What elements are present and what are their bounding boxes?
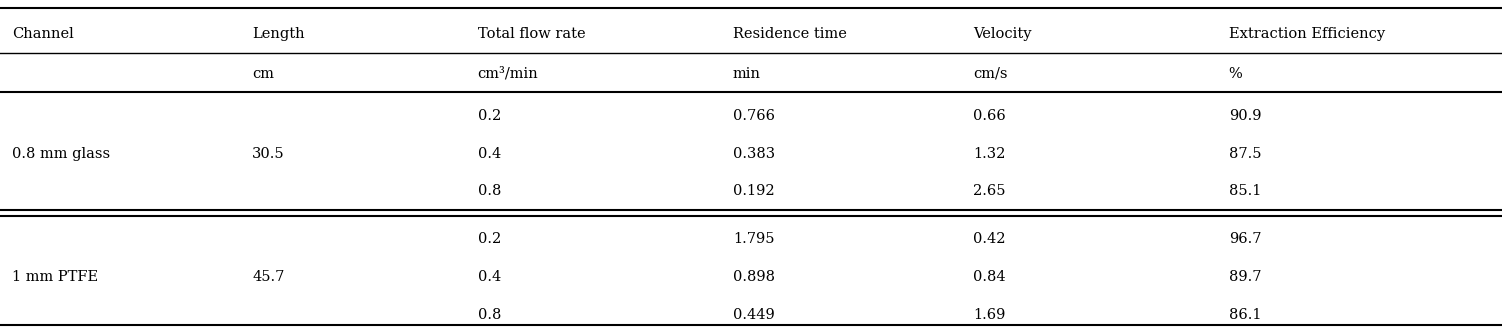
Text: 0.4: 0.4 xyxy=(478,270,500,284)
Text: Total flow rate: Total flow rate xyxy=(478,27,586,41)
Text: 0.66: 0.66 xyxy=(973,109,1006,123)
Text: 89.7: 89.7 xyxy=(1229,270,1262,284)
Text: 1.32: 1.32 xyxy=(973,147,1006,161)
Text: 1.795: 1.795 xyxy=(733,232,775,246)
Text: Channel: Channel xyxy=(12,27,74,41)
Text: 0.449: 0.449 xyxy=(733,308,775,321)
Text: Velocity: Velocity xyxy=(973,27,1032,41)
Text: cm/s: cm/s xyxy=(973,67,1008,80)
Text: 0.42: 0.42 xyxy=(973,232,1006,246)
Text: 0.8: 0.8 xyxy=(478,184,502,198)
Text: Length: Length xyxy=(252,27,305,41)
Text: 1 mm PTFE: 1 mm PTFE xyxy=(12,270,98,284)
Text: cm³/min: cm³/min xyxy=(478,67,538,80)
Text: Residence time: Residence time xyxy=(733,27,847,41)
Text: 0.8 mm glass: 0.8 mm glass xyxy=(12,147,110,161)
Text: 1.69: 1.69 xyxy=(973,308,1006,321)
Text: min: min xyxy=(733,67,762,80)
Text: 0.4: 0.4 xyxy=(478,147,500,161)
Text: 0.898: 0.898 xyxy=(733,270,775,284)
Text: 0.192: 0.192 xyxy=(733,184,775,198)
Text: 96.7: 96.7 xyxy=(1229,232,1262,246)
Text: 0.2: 0.2 xyxy=(478,232,500,246)
Text: 0.383: 0.383 xyxy=(733,147,775,161)
Text: cm: cm xyxy=(252,67,275,80)
Text: 2.65: 2.65 xyxy=(973,184,1006,198)
Text: 0.84: 0.84 xyxy=(973,270,1006,284)
Text: %: % xyxy=(1229,67,1242,80)
Text: 85.1: 85.1 xyxy=(1229,184,1262,198)
Text: 90.9: 90.9 xyxy=(1229,109,1262,123)
Text: 0.2: 0.2 xyxy=(478,109,500,123)
Text: 45.7: 45.7 xyxy=(252,270,285,284)
Text: 30.5: 30.5 xyxy=(252,147,285,161)
Text: 0.766: 0.766 xyxy=(733,109,775,123)
Text: Extraction Efficiency: Extraction Efficiency xyxy=(1229,27,1385,41)
Text: 86.1: 86.1 xyxy=(1229,308,1262,321)
Text: 0.8: 0.8 xyxy=(478,308,502,321)
Text: 87.5: 87.5 xyxy=(1229,147,1262,161)
